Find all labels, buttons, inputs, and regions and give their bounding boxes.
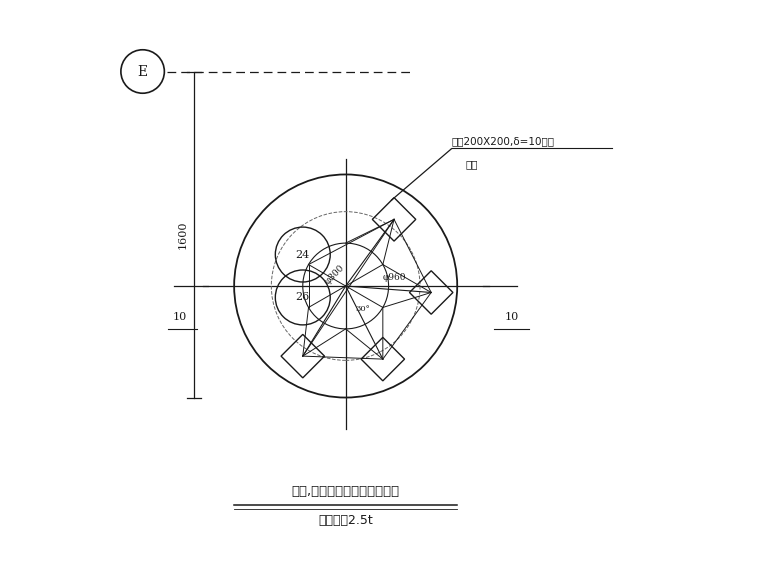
Text: 运行荷重2.5t: 运行荷重2.5t [318,514,373,527]
Text: 30°: 30° [356,305,370,313]
Text: 10: 10 [173,312,187,323]
Text: 24: 24 [296,249,310,260]
Text: 三块: 三块 [466,159,478,169]
Text: φ960: φ960 [382,273,406,282]
Text: 1600: 1600 [178,220,188,249]
Text: 26: 26 [296,292,310,303]
Text: φ300: φ300 [323,263,346,286]
Text: 预埋200X200,δ=10钢板: 预埋200X200,δ=10钢板 [451,136,555,146]
Text: E: E [138,65,147,78]
Text: 明床,混床碱计量箱基础平面图: 明床,混床碱计量箱基础平面图 [292,486,400,498]
Text: 10: 10 [505,312,518,323]
